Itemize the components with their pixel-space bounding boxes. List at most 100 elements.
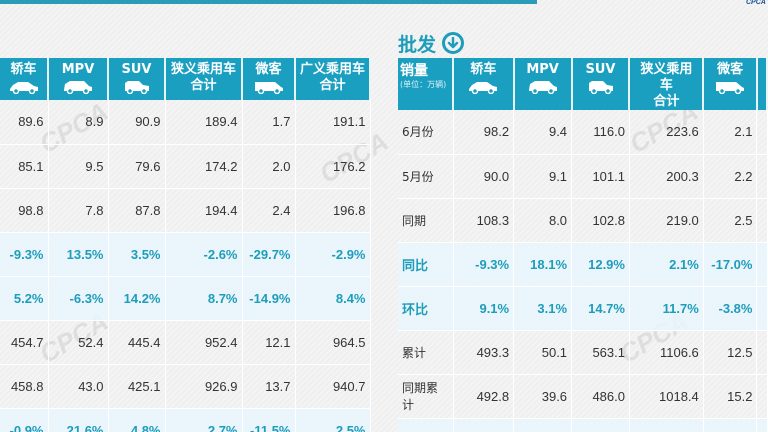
table-row: 5月份 90.0 9.1 101.1 200.3 2.2 [398, 154, 768, 199]
cell: 445.4 [108, 320, 166, 365]
mpv-icon [64, 81, 92, 94]
cell: 79.6 [108, 144, 166, 189]
header-narrow-total: 狭义乘用车 合计 [629, 58, 705, 110]
cell: 0.1% [453, 418, 515, 432]
cell: 85.1 [0, 144, 49, 189]
cell: 2.1 [703, 110, 758, 155]
cell: 39.6 [513, 374, 573, 419]
cell: 15.2 [703, 374, 758, 419]
cell: 8.0 [513, 198, 573, 243]
cell: 98.8 [0, 188, 49, 233]
cell: 26.8% [513, 418, 573, 432]
cell: 425.1 [108, 364, 166, 409]
row-label: 环比 [398, 286, 454, 331]
cell: 3.1% [513, 286, 573, 331]
cell: 9.1% [453, 286, 515, 331]
cell: 1018.4 [629, 374, 704, 419]
cell: 191.1 [295, 100, 371, 145]
cell [756, 330, 768, 375]
cell: -3.8% [703, 286, 758, 331]
cell: 14.7% [571, 286, 630, 331]
cell: -29.7% [242, 232, 296, 277]
cell: 200.3 [629, 154, 704, 199]
cell: 492.8 [453, 374, 515, 419]
cell: 4.8% [108, 408, 166, 432]
header-broad-total: 广义乘用车 合计 [295, 58, 371, 100]
cell: 2.7% [165, 408, 243, 432]
table-row: 同比 -9.3% 18.1% 12.9% 2.1% -17.0% [398, 242, 768, 287]
table-row: 89.6 8.9 90.9 189.4 1.7 191.1 [0, 100, 371, 145]
minivan-icon [254, 82, 283, 94]
cell: 15.9% [571, 418, 630, 432]
cell: -9.3% [453, 242, 515, 287]
table-row: 同期累计 492.8 39.6 486.0 1018.4 15.2 [398, 374, 768, 419]
cell: 90.0 [453, 154, 515, 199]
cell: 11.7% [629, 286, 704, 331]
header-suv: SUV [108, 58, 166, 100]
download-circle-icon[interactable] [442, 32, 465, 54]
cell: 9.1 [513, 154, 573, 199]
cell: 223.6 [629, 110, 704, 155]
cell: 98.2 [453, 110, 515, 155]
header-mpv: MPV [48, 58, 109, 100]
table-row: 85.1 9.5 79.6 174.2 2.0 176.2 [0, 144, 371, 189]
table-header-row: 销量 (单位：万辆) 轿车 MPV SUV 狭义乘用车 合计 微客 [398, 58, 768, 110]
row-label: 累计 [398, 330, 454, 375]
cell: 12.1 [242, 320, 296, 365]
cell: 101.1 [571, 154, 630, 199]
row-label: 同期累计 [398, 374, 454, 419]
cell: 2.0 [242, 144, 296, 189]
header-corner: 销量 (单位：万辆) [398, 58, 455, 110]
cell: 8.7% [165, 276, 243, 321]
table-row: 累计 493.3 50.1 563.1 1106.6 12.5 [398, 330, 768, 375]
cell: -0.9% [0, 408, 49, 432]
cell: 174.2 [165, 144, 243, 189]
cell [756, 374, 768, 419]
row-label: 同比 [398, 418, 454, 432]
cell: 14.2% [108, 276, 166, 321]
cell: 8.9 [48, 100, 109, 145]
cell: -14.9% [242, 276, 296, 321]
cell [756, 154, 768, 199]
cell: 21.6% [48, 408, 109, 432]
cell: 18.1% [513, 242, 573, 287]
cell: 940.7 [295, 364, 371, 409]
table-row: 6月份 98.2 9.4 116.0 223.6 2.1 [398, 110, 768, 155]
cell: 2.2 [703, 154, 758, 199]
table-row: -0.9% 21.6% 4.8% 2.7% -11.5% 2.5% [0, 408, 371, 432]
cell: 2.5% [295, 408, 371, 432]
cell: 2.5 [703, 198, 758, 243]
table-header-row: 轿车 MPV SUV 狭义乘用车 合计 微客 广义乘用车 合计 [0, 58, 371, 100]
row-label: 5月份 [398, 154, 454, 199]
cell: 493.3 [453, 330, 515, 375]
suv-icon [588, 81, 613, 94]
cell: 2.1% [629, 242, 704, 287]
cell: 89.6 [0, 100, 49, 145]
cell: 1106.6 [629, 330, 704, 375]
cell: 176.2 [295, 144, 371, 189]
cell: 8.4% [295, 276, 371, 321]
table-row: 98.8 7.8 87.8 194.4 2.4 196.8 [0, 188, 371, 233]
cell [756, 286, 768, 331]
mpv-icon [528, 81, 557, 94]
cell: 7.8 [48, 188, 109, 233]
retail-sales-table: 轿车 MPV SUV 狭义乘用车 合计 微客 广义乘用车 合计 89.6 8.9 9… [0, 58, 371, 432]
cell: 194.4 [165, 188, 243, 233]
cell: 454.7 [0, 320, 49, 365]
cell: 90.9 [108, 100, 166, 145]
header-narrow-total: 狭义乘用车 合计 [165, 58, 243, 100]
cell: -11.5% [242, 408, 296, 432]
sedan-icon [9, 82, 38, 94]
cell: 3.5% [108, 232, 166, 277]
cell: 87.8 [108, 188, 166, 233]
cell: 116.0 [571, 110, 630, 155]
cell: -17.0% [703, 242, 758, 287]
cpca-logo: CPCA [746, 0, 766, 6]
header-sedan: 轿车 [453, 58, 515, 110]
row-label: 6月份 [398, 110, 454, 155]
wholesale-sales-table: 销量 (单位：万辆) 轿车 MPV SUV 狭义乘用车 合计 微客 6月份 98… [398, 58, 768, 432]
suv-icon [124, 81, 149, 94]
cell: 1.7 [242, 100, 296, 145]
cell: 219.0 [629, 198, 704, 243]
minivan-icon [716, 82, 745, 94]
